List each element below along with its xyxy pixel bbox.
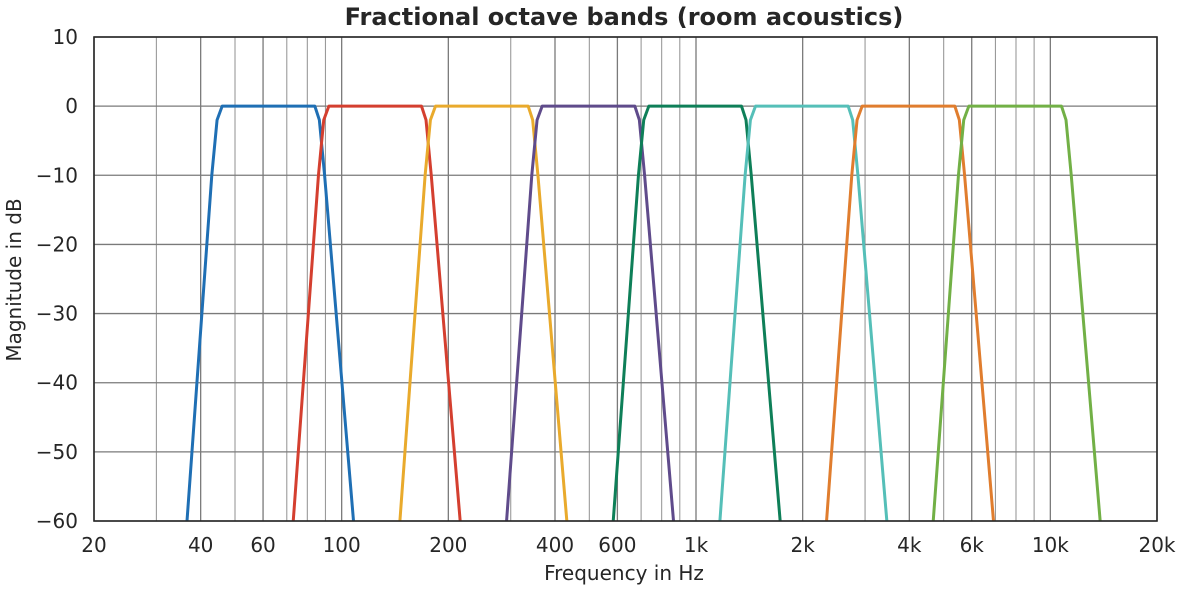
x-tick-labels: 20 40 60 100 200 400 600 1k 2k 4k 6k 10k 20k: [81, 533, 1176, 557]
x-tick-label: 200: [429, 533, 467, 557]
x-tick-label: 40: [188, 533, 213, 557]
x-tick-label: 20: [81, 533, 106, 557]
y-axis-label: Magnitude in dB: [2, 198, 26, 361]
y-tick-label: −60: [36, 509, 78, 533]
plot-area: [185, 104, 1102, 521]
x-tick-label: 600: [598, 533, 636, 557]
x-tick-label: 6k: [960, 533, 985, 557]
x-tick-label: 60: [250, 533, 275, 557]
y-tick-label: −40: [36, 371, 78, 395]
y-tick-label: −10: [36, 163, 78, 187]
plot-frame: [93, 36, 1158, 522]
plot-border: [93, 36, 1158, 522]
band-curve-6: [718, 104, 889, 521]
y-tick-label: −50: [36, 440, 78, 464]
y-tick-label: 0: [65, 94, 78, 118]
x-tick-label: 400: [536, 533, 574, 557]
band-curve-3: [398, 104, 569, 521]
y-tick-labels: 10 0 −10 −20 −30 −40 −50 −60: [36, 25, 78, 533]
band-curve-4: [505, 104, 676, 521]
grid: [93, 36, 1158, 522]
band-curve-2: [291, 104, 462, 521]
x-tick-label: 10k: [1032, 533, 1069, 557]
x-tick-label: 4k: [897, 533, 922, 557]
y-tick-label: 10: [53, 25, 78, 49]
y-tick-label: −30: [36, 302, 78, 326]
band-curve-5: [611, 104, 782, 521]
x-tick-label: 1k: [684, 533, 709, 557]
x-tick-label: 100: [323, 533, 361, 557]
x-tick-label: 2k: [791, 533, 816, 557]
x-axis-label: Frequency in Hz: [544, 561, 704, 585]
chart-title: Fractional octave bands (room acoustics): [345, 3, 904, 31]
band-curve-7: [825, 104, 995, 521]
band-curve-1: [185, 104, 356, 521]
band-curve-8: [931, 104, 1102, 521]
y-tick-label: −20: [36, 232, 78, 256]
x-tick-label: 20k: [1138, 533, 1175, 557]
